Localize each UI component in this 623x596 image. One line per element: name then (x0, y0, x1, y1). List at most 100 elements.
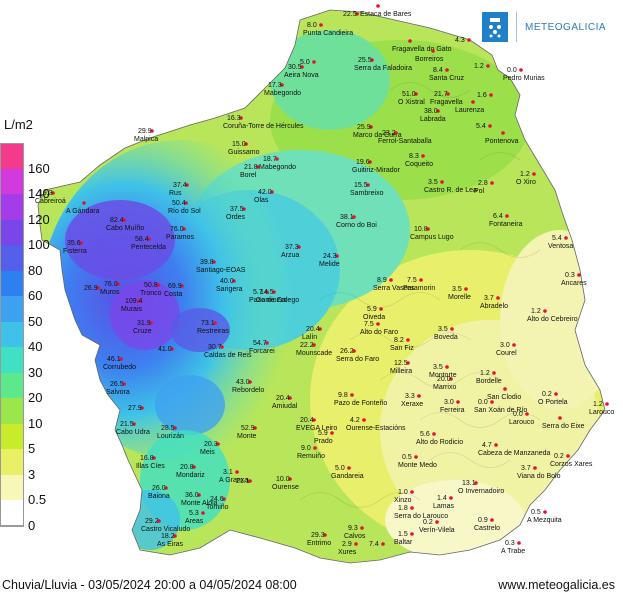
station-marker[interactable]: San Clodio (487, 387, 521, 401)
station-marker[interactable]: 21.1 (236, 478, 252, 485)
station-marker[interactable]: 27.9 (128, 405, 144, 412)
station-marker[interactable]: 0.3A Trabe (501, 540, 525, 555)
website-link[interactable]: www.meteogalicia.es (498, 578, 615, 592)
station-marker[interactable]: 1.6 (477, 92, 493, 99)
station-marker[interactable]: 4.3 (455, 37, 471, 44)
station-marker[interactable]: 5.0 (300, 59, 316, 66)
station-marker[interactable]: Serra do Eixe (542, 416, 585, 430)
station-marker[interactable]: 0.2O Portela (538, 391, 568, 406)
station-marker[interactable]: Estaca de Bares (360, 4, 412, 18)
station-marker[interactable]: 41.0 (158, 346, 174, 353)
station-marker[interactable]: 7.4 (369, 541, 385, 548)
station-marker[interactable]: 51.0O Xistral (398, 91, 425, 106)
station-marker[interactable]: Pontenova (485, 131, 519, 145)
station-marker[interactable]: 18.2As Eiras (157, 533, 184, 548)
station-marker[interactable]: 22.5 (343, 11, 359, 18)
station-marker[interactable]: A Gándara (66, 201, 100, 215)
station-marker[interactable]: 26.9 (84, 285, 100, 292)
station-marker[interactable]: 5.4 (476, 123, 492, 130)
station-marker[interactable]: Borreiros (415, 49, 444, 63)
station-marker[interactable]: 1.2 (474, 63, 490, 70)
station-marker[interactable]: 3.1A Granxa (219, 469, 248, 484)
